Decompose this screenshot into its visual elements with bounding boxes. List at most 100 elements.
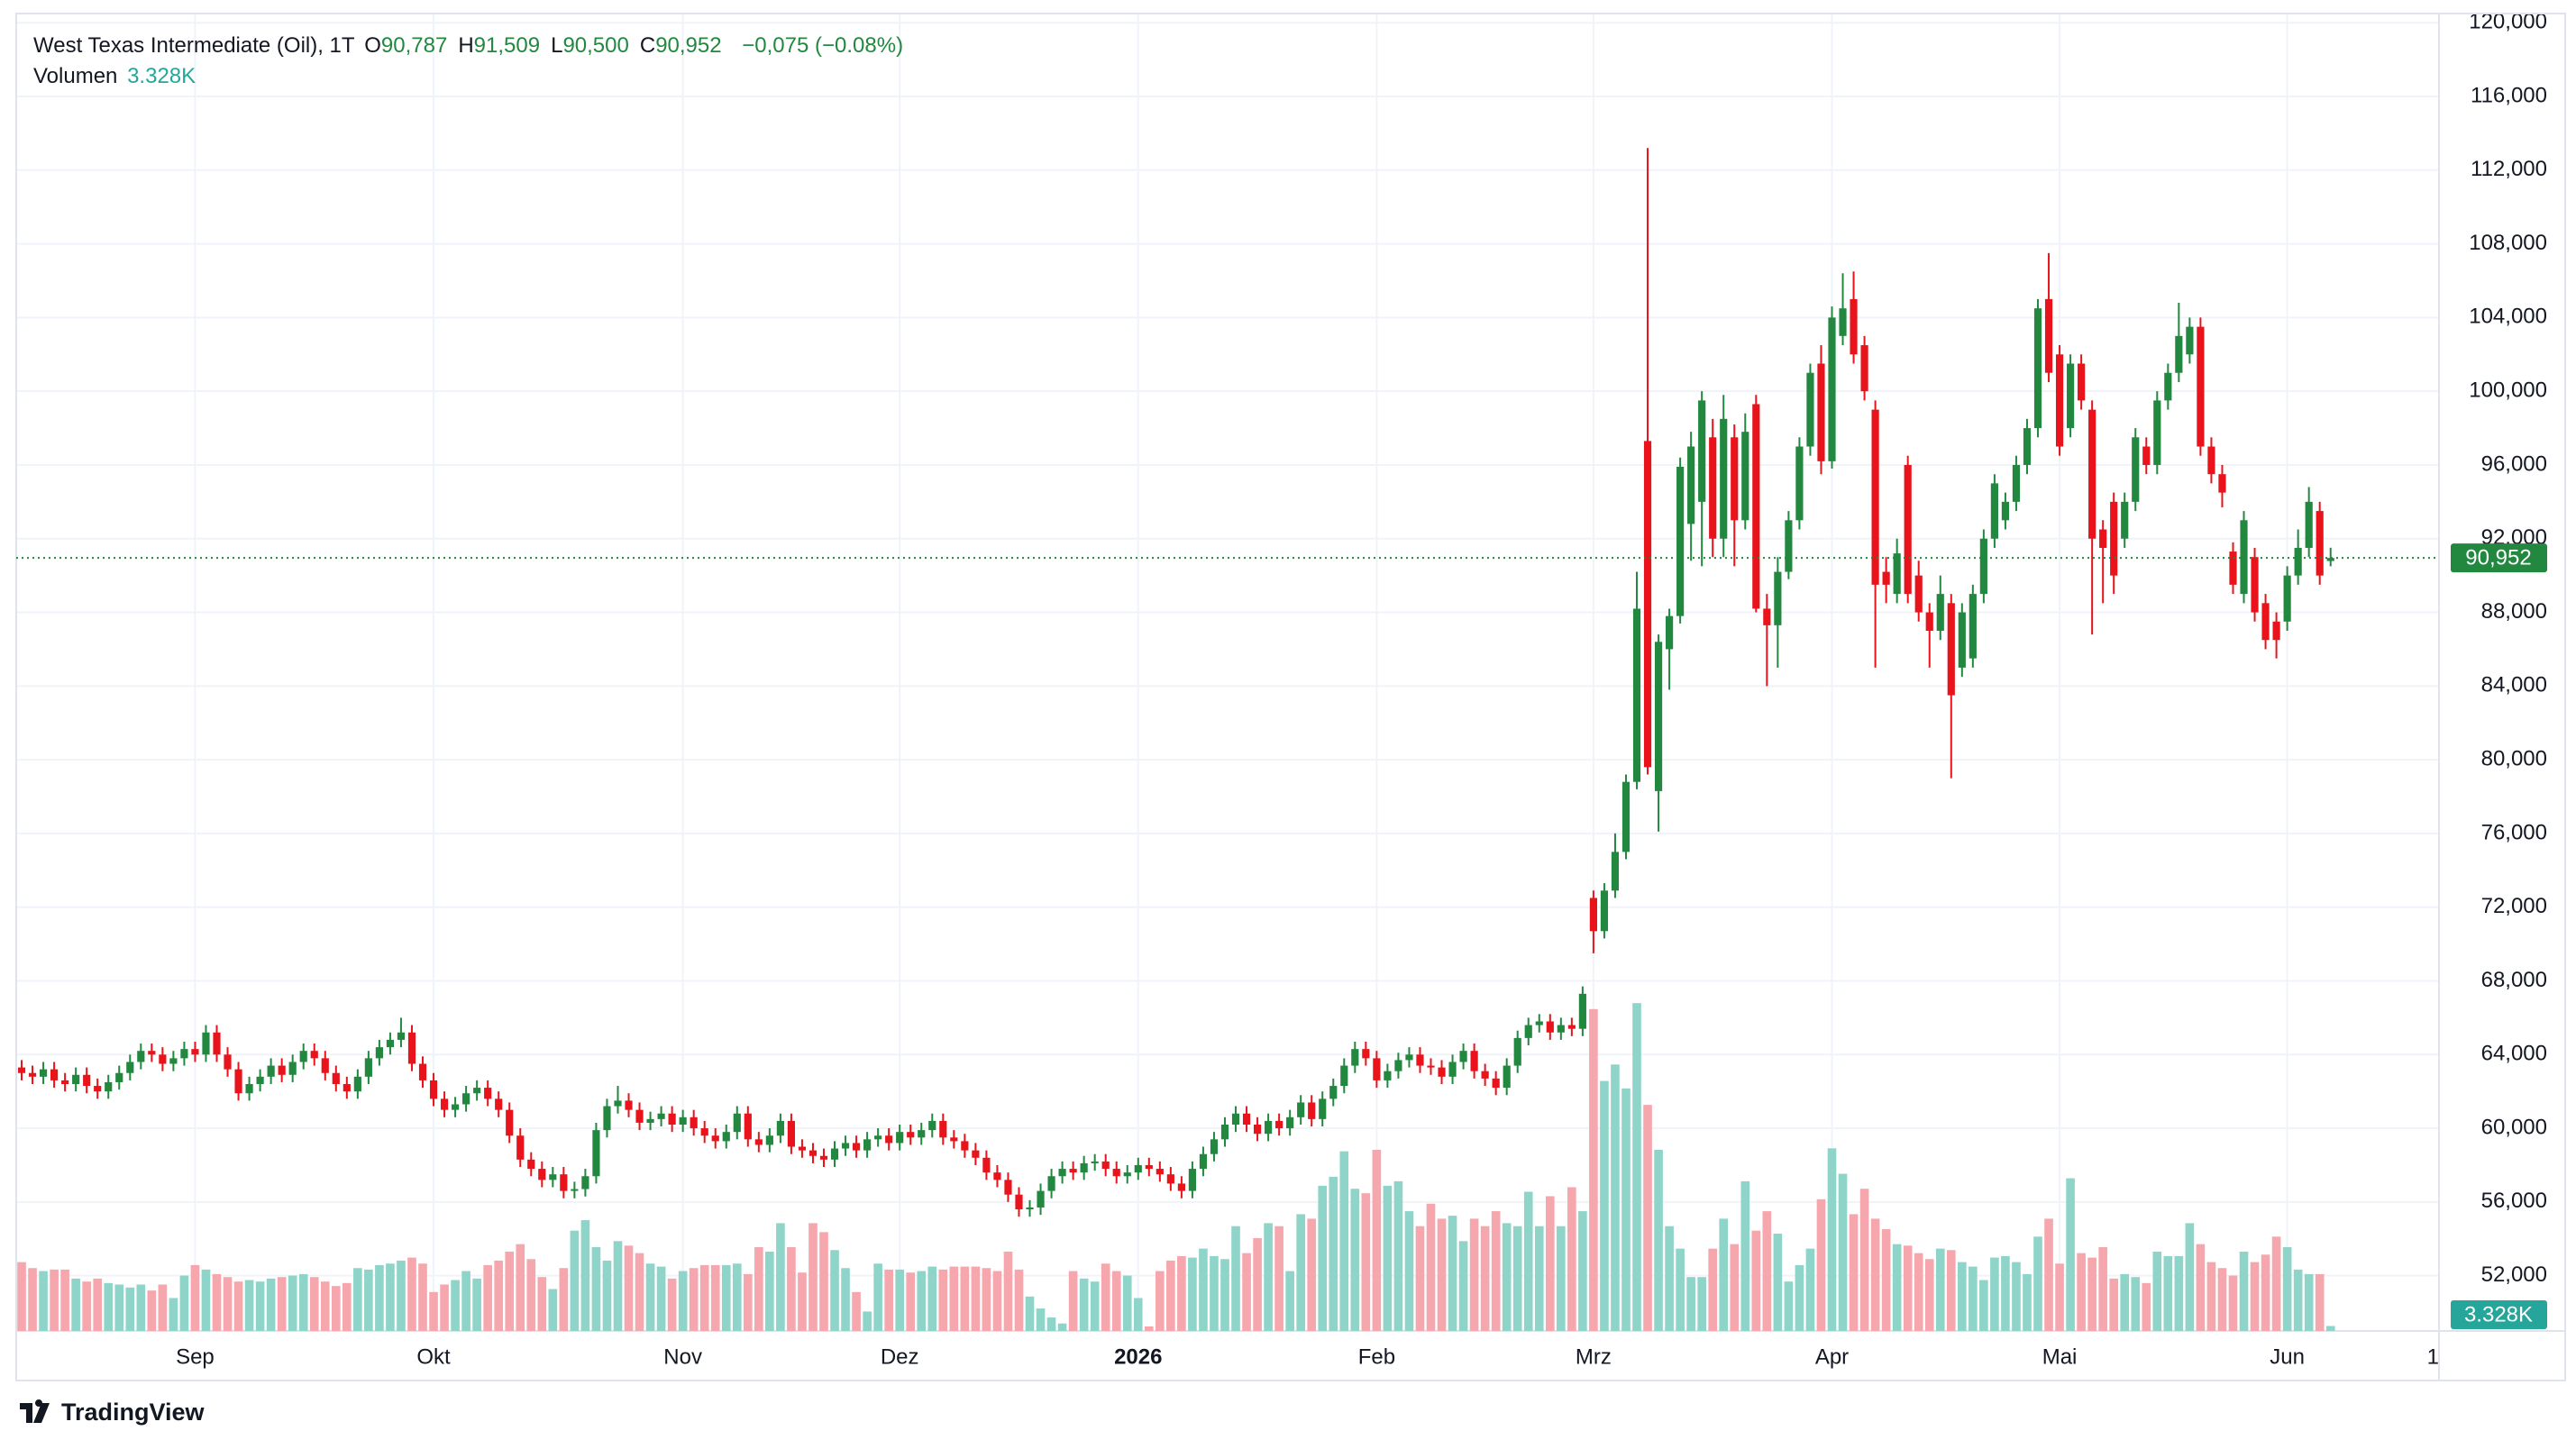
volume-bar — [559, 1268, 569, 1331]
volume-bar — [1567, 1187, 1576, 1331]
ohlc-value: 91,509 — [473, 33, 541, 58]
candle-body — [1643, 441, 1652, 768]
candle-body — [2066, 363, 2075, 429]
candle-body — [2078, 363, 2086, 401]
candle-body — [234, 1069, 242, 1094]
candle-body — [1481, 1071, 1489, 1079]
candle-body — [1871, 409, 1879, 585]
volume-bar — [1534, 1226, 1544, 1331]
candle-body — [61, 1080, 69, 1085]
legend-line: West Texas Intermediate (Oil), 1T O90,78… — [33, 32, 907, 59]
volume-bar — [624, 1245, 634, 1331]
candle-body — [1990, 483, 1998, 539]
volume-bar — [136, 1284, 146, 1331]
candle-body — [592, 1130, 600, 1177]
volume-bar — [548, 1289, 558, 1331]
candle-body — [527, 1159, 535, 1170]
y-tick-label: 64,000 — [2481, 1042, 2547, 1066]
volume-bar — [2293, 1269, 2303, 1331]
volume-bar — [906, 1272, 916, 1331]
volume-bar — [1751, 1230, 1761, 1331]
volume-bar — [1122, 1275, 1132, 1331]
volume-name: Volumen — [33, 64, 118, 88]
volume-badge — [2451, 1300, 2547, 1329]
volume-bar — [1426, 1203, 1436, 1331]
ohlc-value: 90,787 — [380, 33, 448, 58]
candle-body — [1026, 1208, 1034, 1210]
y-tick-label: 104,000 — [2469, 305, 2547, 329]
volume-bar — [1838, 1173, 1848, 1331]
volume-bar — [1632, 1003, 1641, 1331]
candle-body — [538, 1169, 546, 1180]
volume-bar — [1958, 1262, 1967, 1331]
candle-body — [2012, 464, 2021, 502]
candle-body — [1904, 464, 1912, 595]
candle-body — [462, 1093, 470, 1105]
candle-body — [1394, 1060, 1402, 1071]
candle-body — [1600, 890, 1609, 932]
volume-bar — [158, 1284, 168, 1331]
volume-bar — [375, 1264, 384, 1331]
volume-bar — [82, 1281, 91, 1331]
candle-body — [852, 1143, 861, 1151]
candle-body — [1286, 1116, 1294, 1129]
ohlc-key: O — [364, 33, 381, 58]
volume-bar — [1383, 1185, 1393, 1331]
volume-bar — [841, 1268, 850, 1331]
candle-body — [1557, 1025, 1565, 1033]
volume-bar — [1924, 1259, 1934, 1331]
volume-bar — [1144, 1326, 1154, 1331]
volume-bar — [613, 1241, 623, 1331]
candle-body — [2326, 558, 2334, 561]
candle-body — [1123, 1172, 1131, 1177]
candle-body — [711, 1135, 719, 1142]
candle-body — [2229, 551, 2237, 585]
candle-body — [722, 1132, 730, 1142]
volume-bar — [754, 1246, 763, 1331]
volume-bar — [1708, 1248, 1718, 1331]
volume-bar — [645, 1263, 655, 1331]
volume-bar — [298, 1273, 308, 1331]
volume-bar — [17, 1262, 26, 1331]
candle-body — [1936, 594, 1944, 631]
candle-body — [744, 1113, 752, 1140]
volume-bar — [873, 1263, 882, 1331]
volume-bar — [699, 1264, 709, 1331]
volume-bar — [1643, 1105, 1652, 1331]
candle-body — [2055, 354, 2064, 447]
candle-body — [1969, 594, 1977, 659]
x-tick-label: Dez — [881, 1344, 919, 1369]
y-tick-label: 100,000 — [2469, 378, 2547, 403]
branding: TradingView — [18, 1399, 205, 1426]
candle-body — [1329, 1086, 1338, 1099]
candle-body — [213, 1032, 221, 1055]
candle-body — [1047, 1176, 1055, 1191]
volume-bar — [1740, 1180, 1750, 1331]
volume-bar — [2152, 1251, 2162, 1331]
candle-body — [1546, 1021, 1554, 1033]
x-tick-label: Mrz — [1576, 1344, 1612, 1369]
volume-bar — [1285, 1271, 1294, 1331]
candle-body — [1058, 1169, 1066, 1177]
candle-body — [2175, 335, 2183, 373]
volume-bar — [1676, 1248, 1685, 1331]
volume-bar — [331, 1286, 341, 1331]
candle-body — [17, 1067, 26, 1073]
candle-body — [1319, 1098, 1327, 1119]
candle-body — [28, 1072, 37, 1077]
volume-bar — [526, 1259, 536, 1331]
volume-bar — [2077, 1253, 2086, 1331]
volume-bar — [1600, 1080, 1609, 1331]
y-tick-label: 96,000 — [2481, 451, 2547, 476]
x-tick-label: 15 — [2427, 1344, 2452, 1369]
volume-bar — [233, 1281, 243, 1331]
volume-bar — [1458, 1241, 1468, 1331]
volume-bar — [992, 1271, 1002, 1331]
candle-body — [321, 1058, 329, 1073]
candle-body — [1914, 575, 1923, 613]
candle-body — [1459, 1051, 1467, 1062]
volume-bar — [309, 1277, 319, 1331]
candle-body — [560, 1174, 568, 1191]
volume-bar — [212, 1273, 222, 1331]
volume-bar — [1665, 1226, 1674, 1331]
